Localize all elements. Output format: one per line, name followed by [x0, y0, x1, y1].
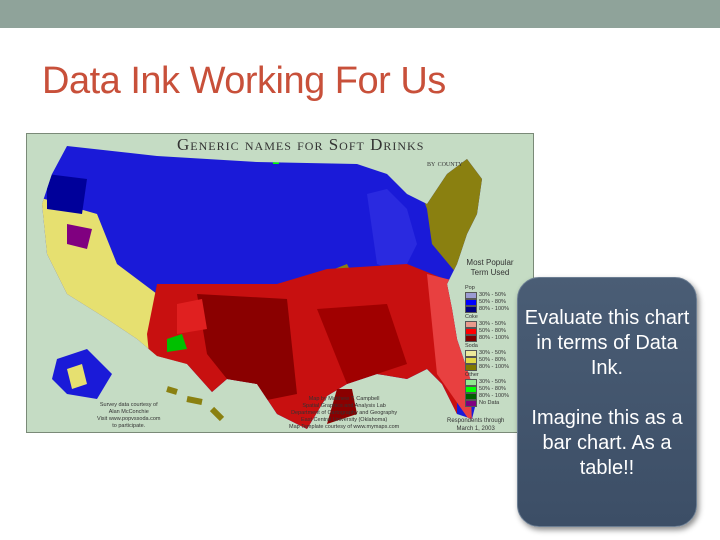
legend-swatch	[465, 306, 477, 313]
legend-item-label: 80% - 100%	[479, 335, 509, 341]
legend-group-coke: Coke 30% - 50% 50% - 80% 80% - 100%	[465, 314, 509, 342]
credit-line: East Central University (Oklahoma)	[301, 417, 388, 423]
legend-item: 30% - 50%	[465, 379, 509, 386]
soft-drink-map: Generic names for Soft Drinks by county …	[26, 133, 534, 433]
respondents-date: March 1, 2003	[456, 426, 495, 432]
legend-swatch	[465, 393, 477, 400]
respondents-note: Respondents through March 1, 2003	[447, 417, 505, 432]
legend-group-label: Soda	[465, 343, 478, 349]
legend-item: 80% - 100%	[465, 306, 509, 313]
legend-item-label: 80% - 100%	[479, 364, 509, 370]
legend-swatch	[465, 335, 477, 342]
legend-item: 80% - 100%	[465, 364, 509, 371]
credit-line: Map by Matthew T. Campbell	[308, 396, 380, 402]
respondents-line: Respondents through	[447, 418, 505, 424]
legend-item-label: 80% - 100%	[479, 393, 509, 399]
credit-line: Department of Cartography and Geography	[291, 410, 398, 416]
legend-item: 30% - 50%	[465, 321, 509, 328]
legend-item: 50% - 80%	[465, 357, 509, 364]
legend-swatch	[465, 321, 477, 328]
legend-swatch	[465, 292, 477, 299]
legend-group-label: Coke	[465, 314, 478, 320]
credit-line: Map Template courtesy of www.mymaps.com	[289, 424, 400, 430]
credit-left: Survey data courtesy of Alan McConchie V…	[97, 402, 160, 430]
credit-center: Map by Matthew T. Campbell Spatial Graph…	[289, 396, 399, 431]
legend-item-label: 30% - 50%	[479, 350, 506, 356]
legend-item: 80% - 100%	[465, 335, 509, 342]
legend-item-label: 30% - 50%	[479, 321, 506, 327]
callout-imagine-text: Imagine this as a bar chart. As a table!…	[531, 407, 683, 479]
callout-evaluate-text: Evaluate this chart in terms of Data Ink…	[524, 307, 690, 379]
credit-line: Alan McConchie	[108, 409, 149, 415]
top-bar	[0, 0, 720, 28]
map-subtitle: by county	[427, 158, 463, 168]
legend-item: 50% - 80%	[465, 299, 509, 306]
legend-title: Most Popular Term Used	[466, 258, 514, 277]
credit-line: Survey data courtesy of	[99, 402, 158, 408]
legend-swatch	[465, 299, 477, 306]
callout-box: Evaluate this chart in terms of Data Ink…	[517, 277, 697, 527]
legend-item: 30% - 50%	[465, 350, 509, 357]
credit-line: Visit www.popvssoda.com	[97, 416, 161, 422]
legend-swatch	[465, 364, 477, 371]
legend-group-other: Other 30% - 50% 50% - 80% 80% - 100% No Data	[465, 372, 509, 407]
legend-group-label: Other	[465, 372, 479, 378]
legend-group-label: Pop	[465, 285, 475, 291]
legend-swatch	[465, 328, 477, 335]
legend-item-label: 80% - 100%	[479, 306, 509, 312]
hawaii-shape	[166, 386, 225, 422]
legend-group-soda: Soda 30% - 50% 50% - 80% 80% - 100%	[465, 343, 509, 371]
legend-item: 50% - 80%	[465, 386, 509, 393]
legend-item: 50% - 80%	[465, 328, 509, 335]
legend-group-pop: Pop 30% - 50% 50% - 80% 80% - 100%	[465, 285, 509, 313]
legend-item-label: No Data	[479, 400, 500, 406]
legend-item: 80% - 100%	[465, 393, 509, 400]
legend-item: 30% - 50%	[465, 292, 509, 299]
legend-swatch	[465, 379, 477, 386]
map-legend: Pop 30% - 50% 50% - 80% 80% - 100% Coke 30% -…	[465, 284, 509, 407]
map-title: Generic names for Soft Drinks	[177, 135, 425, 154]
legend-item-label: 30% - 50%	[479, 379, 506, 385]
legend-item-label: 50% - 80%	[479, 328, 506, 334]
legend-item-label: 50% - 80%	[479, 386, 506, 392]
legend-item: No Data	[465, 400, 509, 407]
credit-line: Spatial Graphics and Analysis Lab	[302, 403, 386, 409]
legend-swatch	[465, 357, 477, 364]
credit-line: to participate.	[112, 423, 146, 429]
legend-item-label: 50% - 80%	[479, 357, 506, 363]
legend-swatch	[465, 400, 477, 407]
slide-title: Data Ink Working For Us	[42, 60, 446, 102]
legend-item-label: 50% - 80%	[479, 299, 506, 305]
legend-swatch	[465, 350, 477, 357]
us-county-map-graphic	[42, 146, 482, 429]
legend-swatch	[465, 386, 477, 393]
legend-item-label: 30% - 50%	[479, 292, 506, 298]
